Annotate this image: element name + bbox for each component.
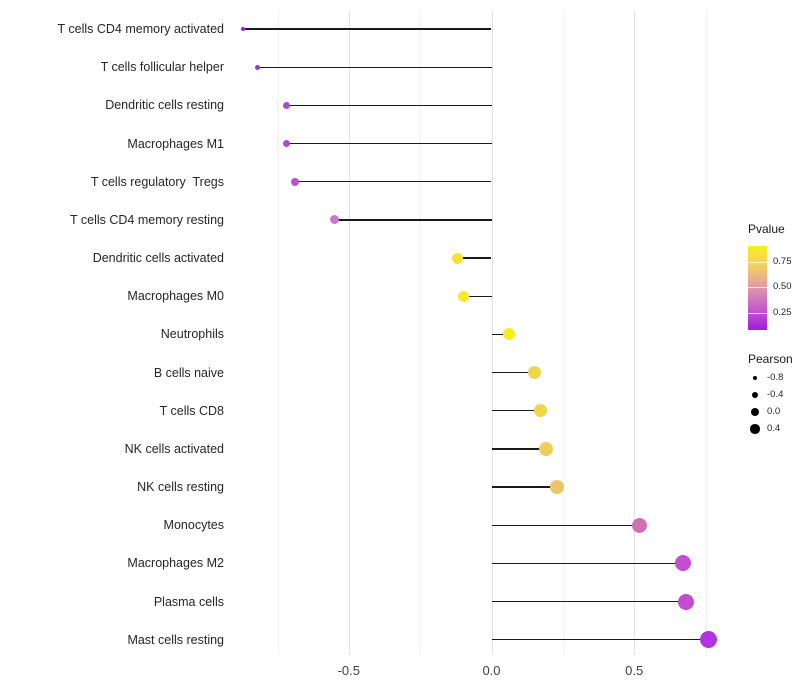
lollipop-dot bbox=[533, 404, 547, 418]
pearson-legend-label: -0.4 bbox=[767, 389, 784, 400]
pearson-legend-label: -0.8 bbox=[767, 372, 784, 383]
lollipop-stem bbox=[491, 333, 509, 336]
lollipop-stem bbox=[257, 66, 492, 68]
category-label: Macrophages M2 bbox=[127, 556, 224, 571]
lollipop-dot bbox=[550, 480, 565, 494]
lollipop-dot bbox=[502, 328, 515, 341]
category-label: Dendritic cells resting bbox=[105, 98, 224, 113]
lollipop-dot bbox=[290, 177, 299, 186]
lollipop-dot bbox=[538, 441, 553, 456]
gridline-minor bbox=[705, 10, 707, 655]
pvalue-colorbar-tick-mark bbox=[748, 262, 767, 263]
lollipop-stem bbox=[491, 486, 558, 488]
pvalue-colorbar bbox=[748, 246, 767, 330]
lollipop-dot bbox=[457, 290, 469, 302]
category-label: B cells naive bbox=[153, 365, 224, 380]
lollipop-dot bbox=[282, 101, 290, 109]
lollipop-dot bbox=[699, 631, 717, 649]
lollipop-stem bbox=[491, 448, 546, 450]
lollipop-dot bbox=[282, 140, 290, 147]
category-label: NK cells resting bbox=[137, 480, 224, 494]
pearson-legend-title: Pearson bbox=[748, 352, 793, 366]
lollipop-stem bbox=[457, 257, 492, 259]
gridline-minor bbox=[277, 10, 279, 655]
lollipop-stem bbox=[463, 295, 492, 297]
category-label: Neutrophils bbox=[160, 327, 224, 342]
category-label: Plasma cells bbox=[153, 594, 224, 609]
category-label: T cells CD4 memory activated bbox=[57, 22, 225, 36]
category-label: T cells follicular helper bbox=[100, 60, 224, 75]
pvalue-tick-label: 0.50 bbox=[773, 281, 792, 293]
lollipop-dot bbox=[677, 593, 694, 610]
lollipop-dot bbox=[241, 27, 246, 31]
pearson-legend-dot bbox=[751, 408, 759, 416]
lollipop-dot bbox=[451, 252, 463, 264]
category-label: Macrophages M0 bbox=[127, 289, 224, 304]
pvalue-legend-title: Pvalue bbox=[748, 222, 785, 236]
gridline-major bbox=[348, 10, 350, 655]
lollipop-dot bbox=[330, 215, 339, 225]
lollipop-stem bbox=[491, 410, 540, 412]
x-tick-label: 0.5 bbox=[625, 663, 644, 678]
pearson-legend-label: 0.4 bbox=[767, 423, 781, 434]
lollipop-stem bbox=[491, 524, 640, 526]
pearson-legend: Pearson -0.8 -0.4 0.0 0.4 bbox=[748, 352, 800, 452]
pvalue-legend: Pvalue 0.75 0.50 0.25 bbox=[748, 222, 800, 342]
category-label: T cells CD4 memory resting bbox=[70, 212, 224, 227]
lollipop-stem bbox=[491, 371, 535, 374]
lollipop-stem bbox=[491, 600, 686, 603]
lollipop-dot bbox=[632, 517, 648, 533]
lollipop-dot bbox=[527, 366, 541, 379]
gridline-minor bbox=[420, 10, 422, 655]
category-label: Mast cells resting bbox=[127, 632, 224, 647]
lollipop-dot bbox=[674, 555, 691, 572]
category-label: T cells regulatory Tregs bbox=[90, 174, 224, 189]
category-label: NK cells activated bbox=[124, 441, 224, 456]
lollipop-stem bbox=[491, 562, 683, 565]
pvalue-tick-label: 0.25 bbox=[773, 307, 792, 319]
lollipop-stem bbox=[491, 639, 709, 641]
gridline-major bbox=[634, 10, 636, 655]
pearson-legend-label: 0.0 bbox=[767, 406, 781, 417]
category-label: Monocytes bbox=[163, 518, 224, 533]
lollipop-dot bbox=[255, 64, 260, 70]
lollipop-stem bbox=[286, 104, 492, 106]
lollipop-stem bbox=[294, 181, 492, 183]
pearson-legend-dot bbox=[751, 391, 759, 399]
pearson-legend-dot bbox=[750, 424, 760, 434]
lollipop-stem bbox=[286, 142, 492, 145]
lollipop-stem bbox=[334, 219, 492, 221]
gridline-major bbox=[491, 10, 493, 655]
x-tick-label: -0.5 bbox=[337, 663, 360, 678]
category-label: T cells CD8 bbox=[159, 403, 224, 418]
pvalue-colorbar-tick-mark bbox=[748, 287, 767, 289]
lollipop-stem bbox=[243, 28, 492, 30]
category-label: Macrophages M1 bbox=[127, 136, 224, 151]
gridline-minor bbox=[562, 10, 564, 655]
x-tick-label: 0.0 bbox=[482, 663, 501, 678]
pvalue-colorbar-tick-mark bbox=[748, 313, 767, 315]
pearson-legend-dot bbox=[753, 376, 757, 380]
category-label: Dendritic cells activated bbox=[92, 251, 224, 265]
pvalue-tick-label: 0.75 bbox=[773, 256, 792, 267]
